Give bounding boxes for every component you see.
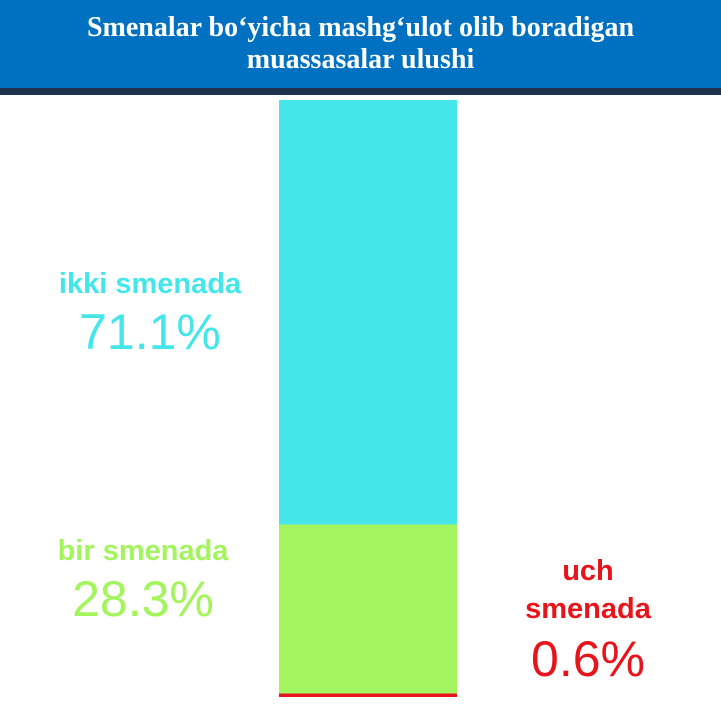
bar-segment: [279, 100, 457, 525]
series-label: ikki smenada: [58, 268, 242, 300]
header: Smenalar bo‘yicha mashg‘ulot olib boradi…: [0, 0, 721, 95]
value-label: 0.6%: [531, 631, 645, 687]
value-label: 28.3%: [72, 571, 214, 627]
value-label: 71.1%: [79, 304, 221, 360]
series-label: uch smenada: [525, 555, 651, 625]
series-label: bir smenada: [57, 535, 229, 567]
bar-segment: [279, 524, 457, 694]
chart-title: Smenalar bo‘yicha mashg‘ulot olib boradi…: [86, 12, 635, 75]
bar-segment: [279, 693, 457, 697]
